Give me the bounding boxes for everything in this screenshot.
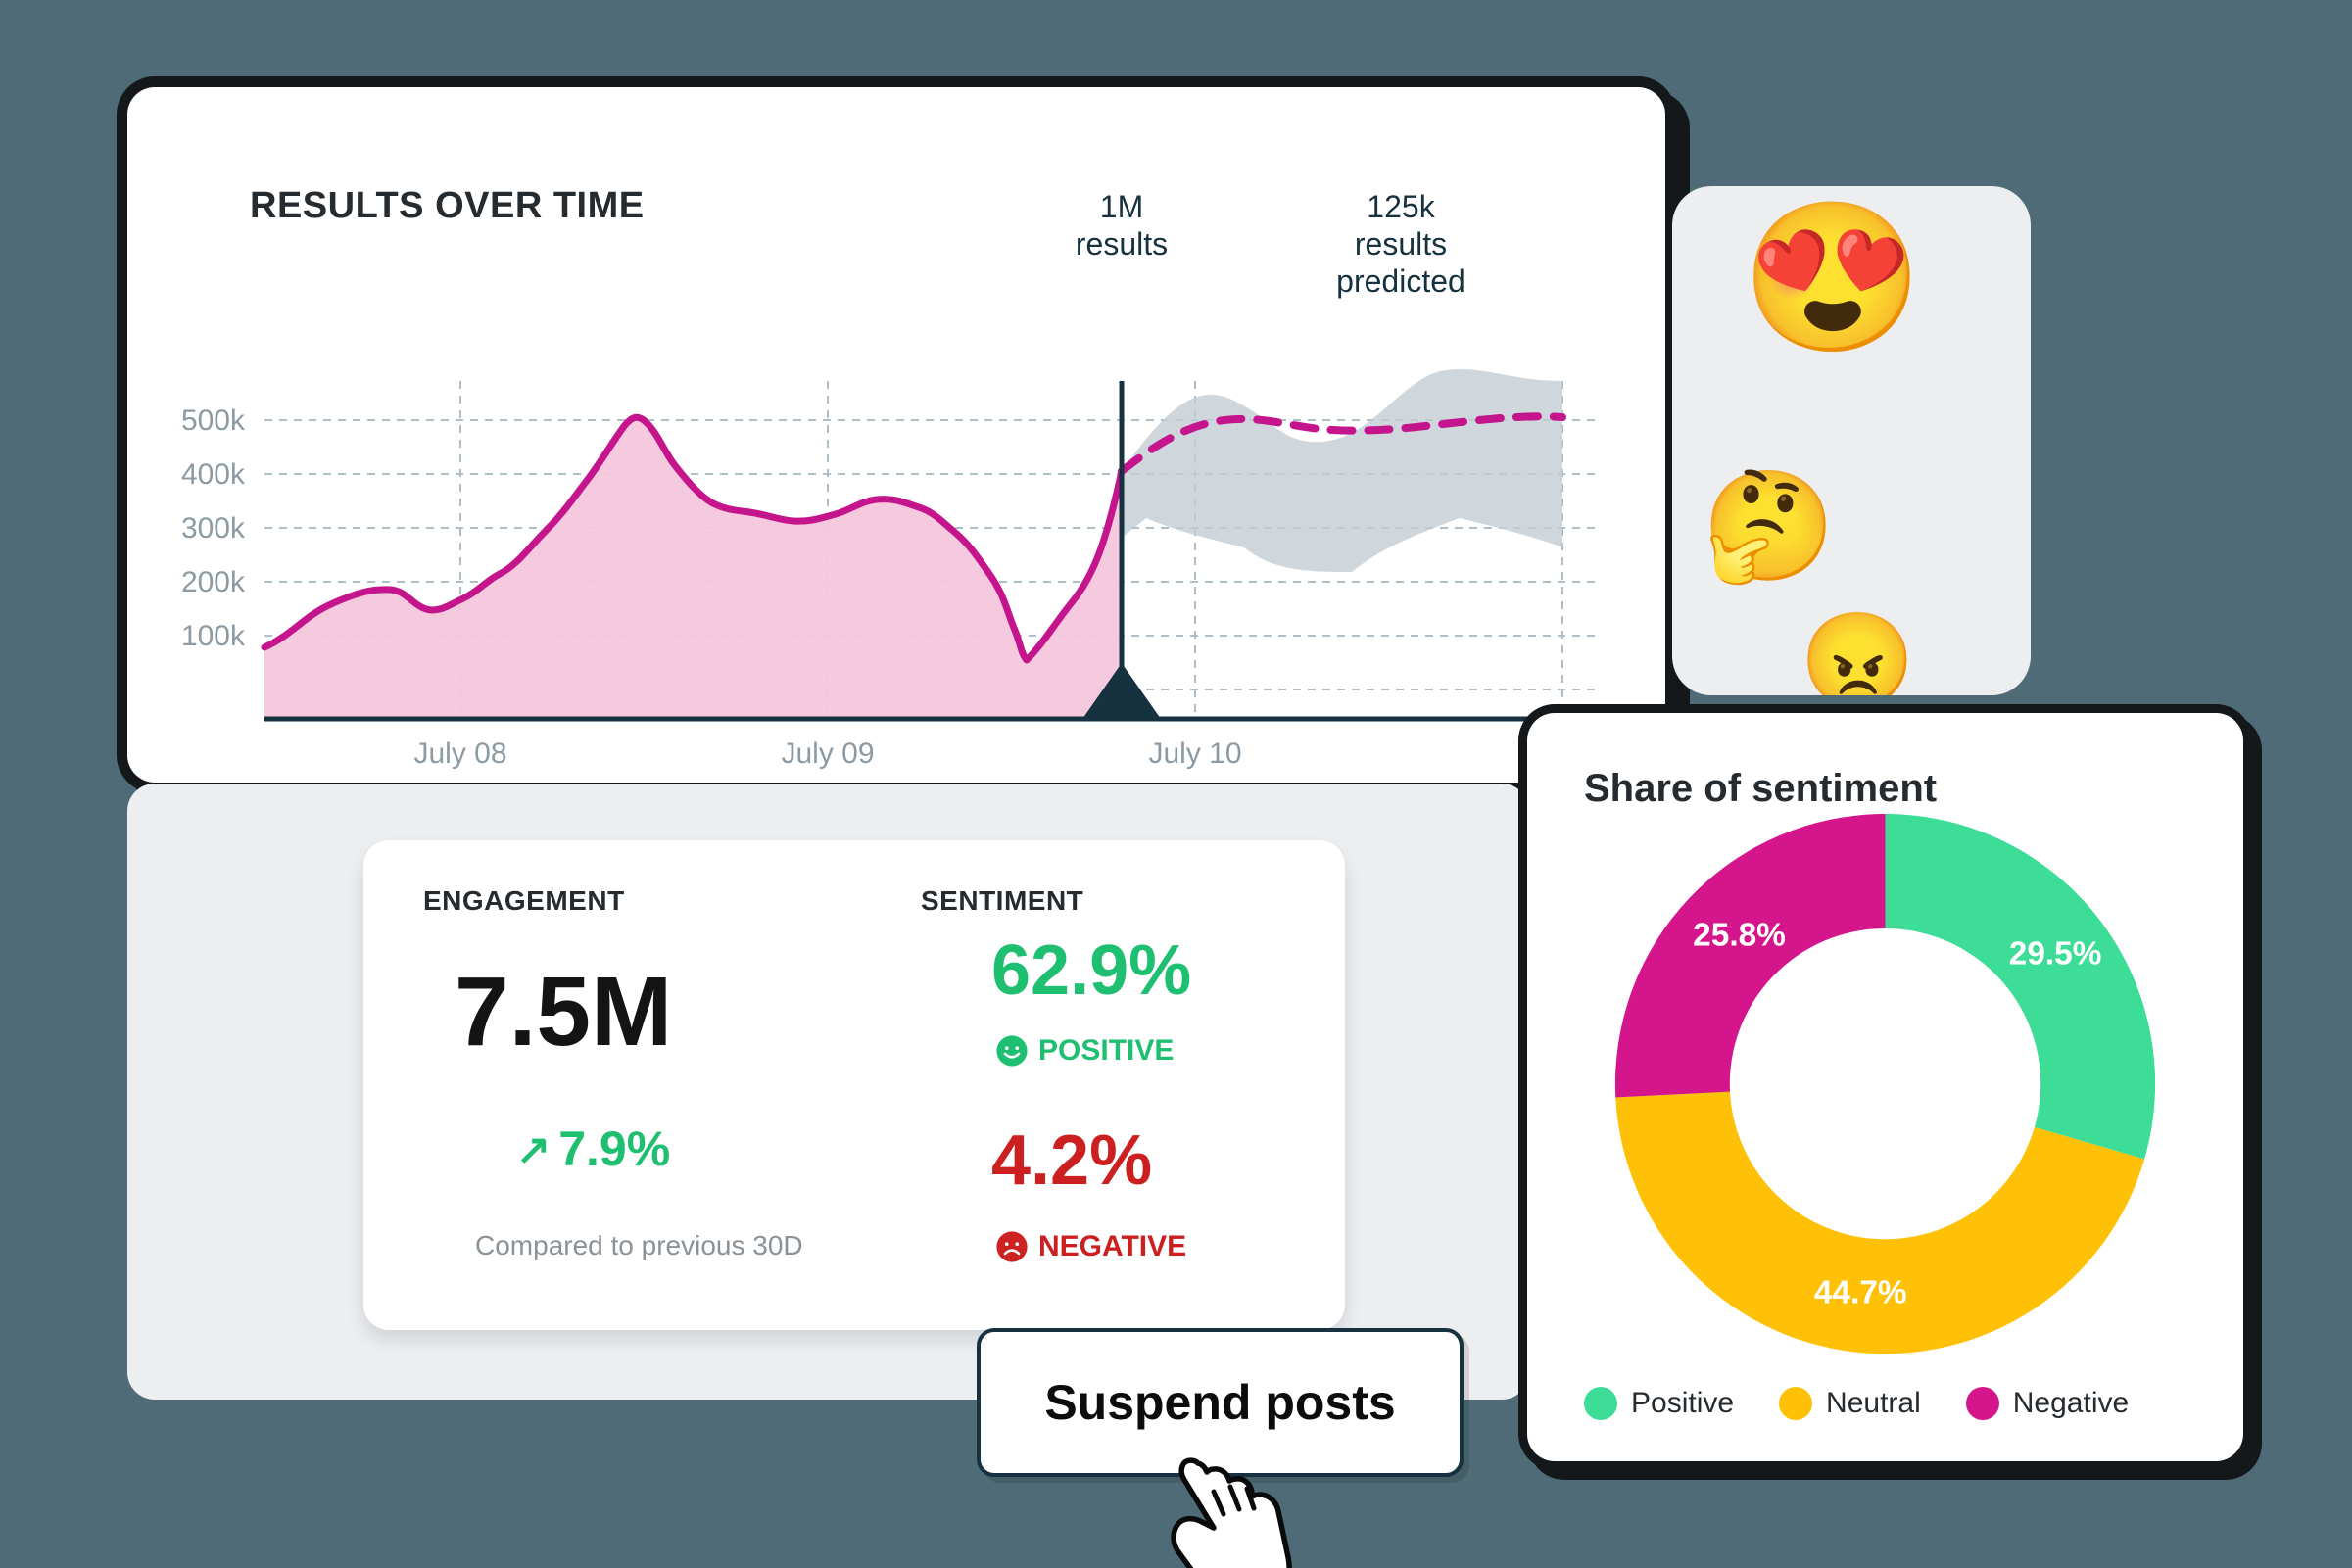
svg-text:100k: 100k (181, 620, 246, 652)
svg-text:500k: 500k (181, 404, 246, 437)
svg-text:200k: 200k (181, 566, 246, 598)
svg-text:July 08: July 08 (413, 737, 506, 770)
svg-text:25.8%: 25.8% (1693, 917, 1786, 953)
svg-text:predicted: predicted (1336, 263, 1465, 299)
svg-text:results: results (1355, 226, 1447, 261)
svg-text:1M: 1M (1100, 189, 1143, 224)
svg-text:results: results (1076, 226, 1168, 261)
svg-text:29.5%: 29.5% (2009, 936, 2102, 973)
svg-text:44.7%: 44.7% (1814, 1275, 1907, 1311)
svg-text:July 10: July 10 (1148, 737, 1241, 770)
svg-text:July 09: July 09 (781, 737, 874, 770)
svg-text:125k: 125k (1367, 189, 1435, 224)
svg-text:300k: 300k (181, 512, 246, 545)
svg-text:400k: 400k (181, 458, 246, 491)
